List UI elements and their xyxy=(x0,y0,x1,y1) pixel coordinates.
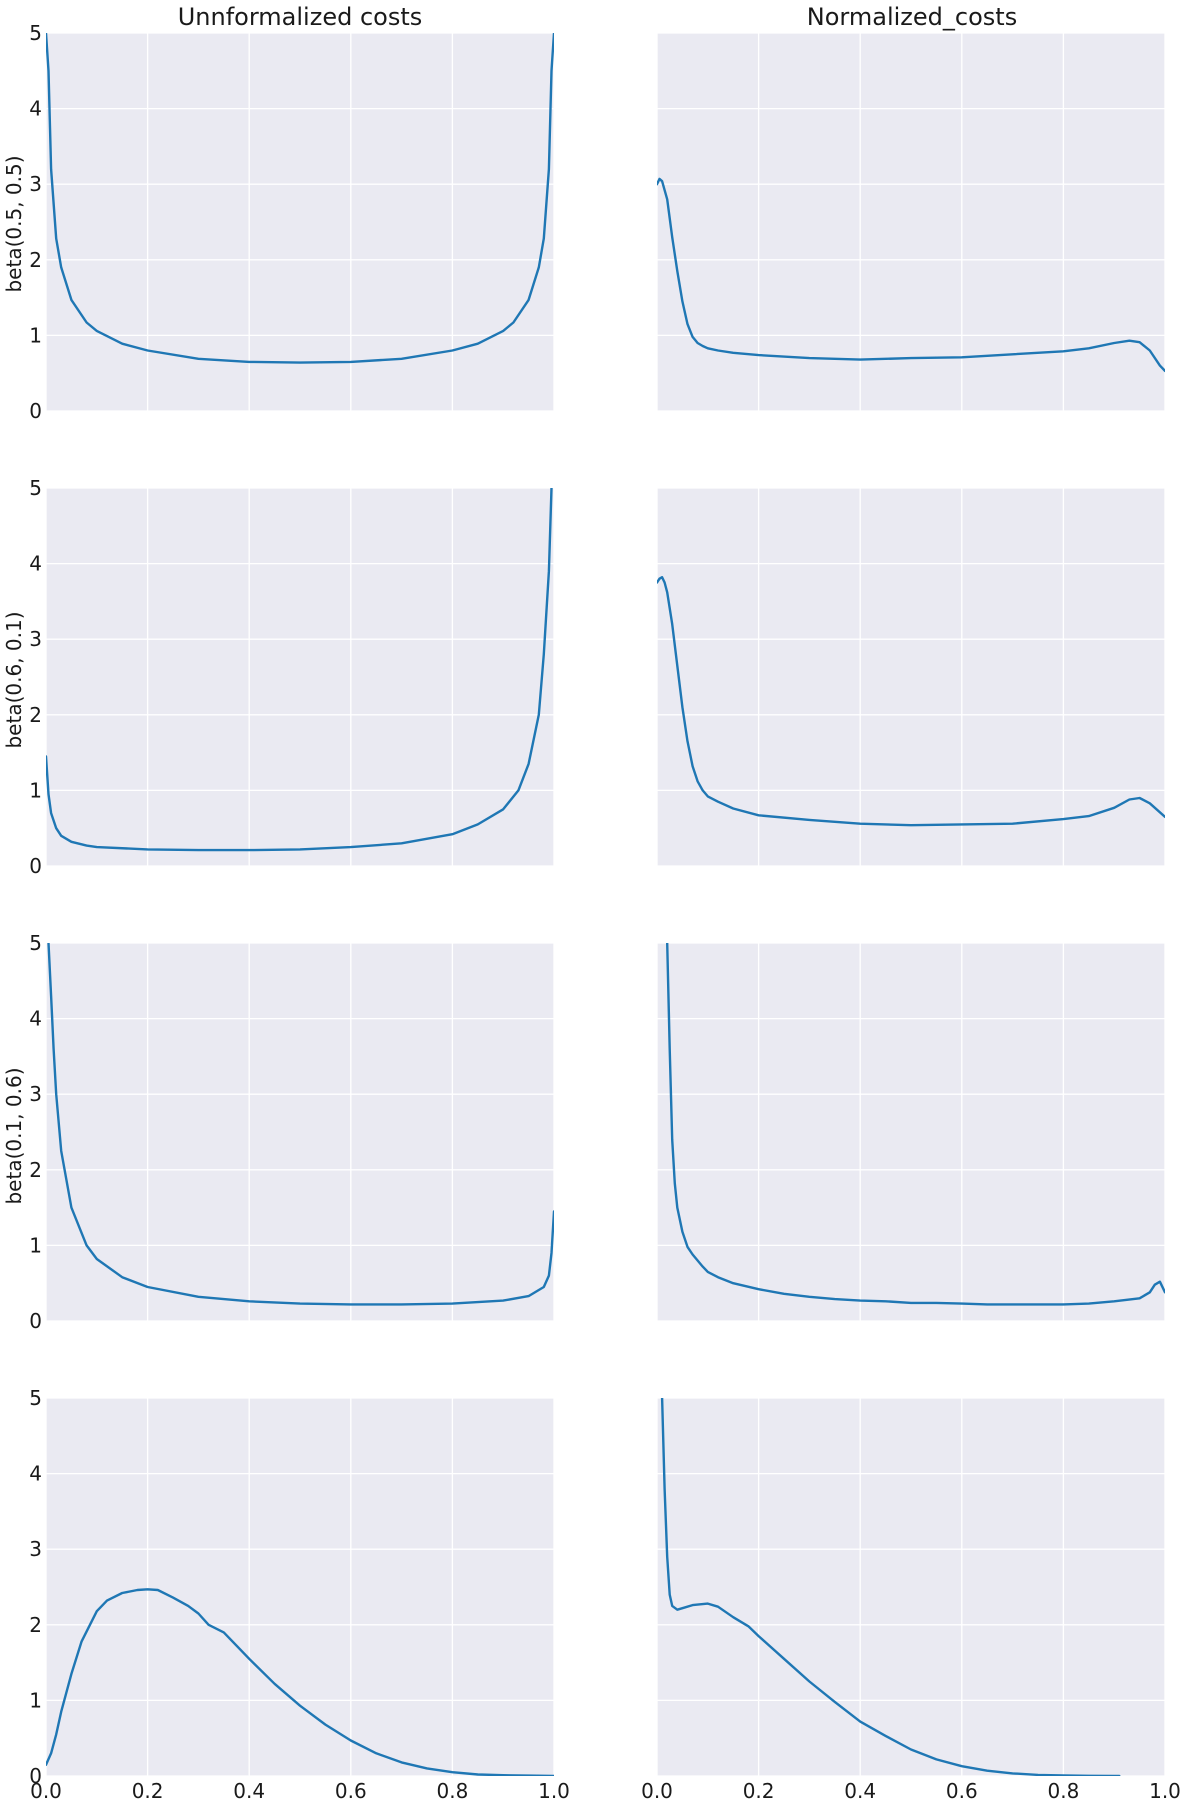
panel-r4-c1: 0 1 2 3 4 5 0.0 0.2 0.4 0.6 0.8 1.0 xyxy=(29,1386,570,1800)
x-tick-label: 0.2 xyxy=(132,1779,164,1800)
y-tick-label: 0 xyxy=(29,1309,42,1333)
panel-r2-c1: 0 1 2 3 4 5 xyxy=(29,476,555,878)
panel-r1-c1: 0 1 2 3 4 5 xyxy=(29,21,555,423)
x-tick-label: 1.0 xyxy=(1149,1779,1181,1800)
y-tick-label: 0 xyxy=(29,854,42,878)
column-title-left: Unnformalized costs xyxy=(178,3,423,31)
column-title-right: Normalized_costs xyxy=(807,3,1017,31)
y-tick-label: 4 xyxy=(29,1462,42,1486)
y-tick-label: 5 xyxy=(29,21,42,45)
panel-r4-c2: 0.0 0.2 0.4 0.6 0.8 1.0 xyxy=(641,1397,1181,1800)
series-line xyxy=(46,33,554,364)
plot-area xyxy=(46,488,554,866)
y-tick-label: 2 xyxy=(29,1613,42,1637)
plot-area xyxy=(46,33,554,411)
y-tick-label: 1 xyxy=(29,1688,42,1712)
y-tick-label: 4 xyxy=(29,552,42,576)
y-tick-label: 5 xyxy=(29,476,42,500)
panel-r3-c2 xyxy=(656,942,1166,1322)
x-tick-label: 0.0 xyxy=(30,1779,62,1800)
y-tick-label: 3 xyxy=(29,172,42,196)
panel-r2-c2 xyxy=(656,487,1166,867)
row-label-2: beta(0.6, 0.1) xyxy=(2,611,26,748)
x-tick-label: 0.2 xyxy=(743,1779,775,1800)
series-line xyxy=(660,1398,1121,1776)
y-tick-label: 3 xyxy=(29,1537,42,1561)
y-tick-label: 3 xyxy=(29,1082,42,1106)
plot-area xyxy=(657,33,1165,411)
series-line xyxy=(666,943,1165,1306)
x-tick-label: 1.0 xyxy=(538,1779,570,1800)
series-line xyxy=(46,1588,554,1776)
x-tick-label: 0.6 xyxy=(335,1779,367,1800)
y-tick-label: 0 xyxy=(29,1764,42,1788)
y-tick-label: 1 xyxy=(29,778,42,802)
y-tick-label: 4 xyxy=(29,1007,42,1031)
y-tick-label: 4 xyxy=(29,97,42,121)
row-label-3: beta(0.1, 0.6) xyxy=(2,1067,26,1204)
y-tick-label: 3 xyxy=(29,627,42,651)
series-line xyxy=(47,943,554,1306)
x-tick-label: 0.4 xyxy=(233,1779,265,1800)
y-tick-label: 2 xyxy=(29,248,42,272)
x-tick-label: 0.0 xyxy=(641,1779,673,1800)
plot-area xyxy=(657,943,1165,1321)
series-line xyxy=(657,177,1165,373)
y-tick-label: 0 xyxy=(29,399,42,423)
panel-r1-c2 xyxy=(656,32,1166,412)
panels: 0 1 2 3 4 5 0 1 2 3 4 5 0 1 2 3 4 5 0 1 2 3 4 5 0.0 0.2 0.4 0.6 0.8 1… xyxy=(29,21,1181,1800)
plot-area xyxy=(657,1398,1165,1776)
y-tick-label: 2 xyxy=(29,703,42,727)
y-tick-label: 2 xyxy=(29,1158,42,1182)
x-tick-label: 0.8 xyxy=(436,1779,468,1800)
plot-area xyxy=(657,488,1165,866)
plot-area xyxy=(46,1398,554,1776)
series-line xyxy=(46,488,553,852)
y-tick-label: 1 xyxy=(29,323,42,347)
series-line xyxy=(657,576,1165,827)
y-tick-label: 5 xyxy=(29,931,42,955)
x-tick-label: 0.6 xyxy=(946,1779,978,1800)
panel-r3-c1: 0 1 2 3 4 5 xyxy=(29,931,555,1333)
x-tick-label: 0.4 xyxy=(844,1779,876,1800)
x-tick-label: 0.8 xyxy=(1047,1779,1079,1800)
y-tick-label: 1 xyxy=(29,1233,42,1257)
row-label-1: beta(0.5, 0.5) xyxy=(2,155,26,292)
y-tick-label: 5 xyxy=(29,1386,42,1410)
plot-area xyxy=(46,943,554,1321)
